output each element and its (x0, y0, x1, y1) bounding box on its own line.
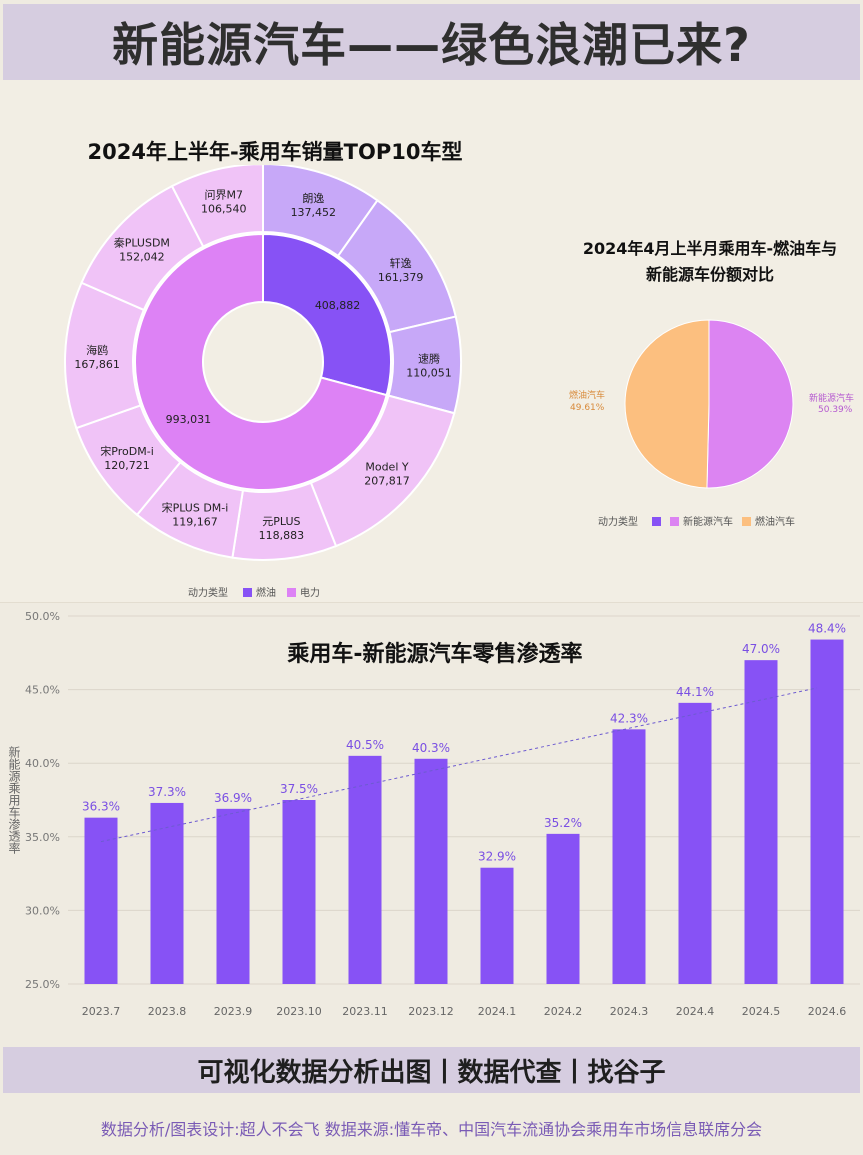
sunburst-outer-value: 120,721 (104, 459, 150, 472)
legend-swatch-electric (287, 588, 296, 597)
share-pie-label-value: 49.61% (570, 403, 605, 413)
section-divider (0, 602, 863, 603)
footer-credit: 数据分析/图表设计:超人不会飞 数据来源:懂车帝、中国汽车流通协会乘用车市场信息… (100, 1120, 763, 1139)
legend-swatch-fuel-car (742, 517, 751, 526)
trendline (100, 687, 818, 843)
sunburst-inner-value: 408,882 (315, 299, 361, 312)
sunburst-outer-name: 海鸥 (86, 343, 108, 357)
y-tick-label: 25.0% (25, 978, 60, 991)
bar-2023-9 (216, 808, 250, 984)
sunburst-legend-item: 燃油 (256, 586, 276, 599)
x-tick-label: 2023.10 (276, 1005, 322, 1018)
share-pie-legend-title: 动力类型 (598, 515, 638, 528)
x-tick-label: 2023.8 (148, 1005, 187, 1018)
sunburst-outer-name: 元PLUS (262, 515, 300, 528)
bar-2024-2 (546, 833, 580, 984)
sunburst-legend-title: 动力类型 (188, 586, 228, 599)
legend-swatch-fuel (652, 517, 661, 526)
sunburst-inner-value: 993,031 (166, 413, 212, 426)
sunburst-outer-value: 118,883 (259, 529, 305, 542)
bar-2023-7 (84, 817, 118, 984)
x-tick-label: 2023.12 (408, 1005, 454, 1018)
x-tick-label: 2023.7 (82, 1005, 121, 1018)
bar-2024-4 (678, 702, 712, 984)
bar-value-label: 42.3% (610, 711, 648, 725)
sunburst-inner-x (262, 232, 392, 397)
y-tick-label: 30.0% (25, 904, 60, 917)
sunburst-outer-value: 167,861 (74, 358, 120, 371)
bar-value-label: 36.9% (214, 791, 252, 805)
x-tick-label: 2023.9 (214, 1005, 253, 1018)
sunburst-outer-name: 朗逸 (302, 192, 324, 205)
sunburst-outer-name: 宋ProDM-i (100, 444, 153, 458)
y-tick-label: 35.0% (25, 831, 60, 844)
sunburst-outer-value: 137,452 (291, 206, 337, 219)
bar-value-label: 36.3% (82, 800, 120, 814)
page-title: 新能源汽车——绿色浪潮已来? (112, 18, 751, 72)
sunburst-outer-value: 106,540 (201, 203, 247, 216)
bar-value-label: 37.3% (148, 785, 186, 799)
bar-2023-11 (348, 755, 382, 984)
x-tick-label: 2024.1 (478, 1005, 517, 1018)
bar-value-label: 48.4% (808, 622, 846, 636)
share-pie-label-name: 燃油汽车 (569, 389, 605, 401)
sunburst-inner-x (134, 232, 388, 491)
title-banner: 新能源汽车——绿色浪潮已来? (3, 4, 860, 80)
y-axis-label: 新能源乘用车渗透率 (7, 745, 21, 854)
bar-value-label: 47.0% (742, 642, 780, 656)
share-pie-title: 2024年4月上半月乘用车-燃油车与新能源车份额对比 (582, 239, 838, 284)
sunburst-outer-name: Model Y (365, 460, 409, 473)
sunburst-title: 2024年上半年-乘用车销量TOP10车型 (87, 140, 463, 164)
y-tick-label: 45.0% (25, 684, 60, 697)
share-pie-slice-fuel (624, 319, 710, 489)
bar-2023-10 (282, 800, 316, 984)
penetration-bar-chart: 25.0% 30.0% 35.0% 40.0% 45.0% 50.0% 新能源乘用车渗透率 3… (7, 610, 860, 1018)
share-pie-legend-item: 燃油汽车 (755, 515, 795, 528)
y-tick-label: 40.0% (25, 757, 60, 770)
sunburst-outer-m7 (170, 165, 264, 248)
bar-chart-title: 乘用车-新能源汽车零售渗透率 (287, 642, 583, 667)
x-tick-label: 2024.4 (676, 1005, 715, 1018)
bar-value-label: 35.2% (544, 816, 582, 830)
sunburst-outer-name: 秦PLUSDM (114, 236, 170, 250)
bar-2024-5 (744, 660, 778, 984)
sunburst-legend-item: 电力 (300, 586, 320, 599)
share-pie-legend-item: 新能源汽车 (683, 515, 733, 528)
bar-2023-8 (150, 802, 184, 984)
x-tick-label: 2024.5 (742, 1005, 781, 1018)
sunburst-outer-value: 110,051 (406, 367, 452, 380)
bar-value-label: 40.3% (412, 741, 450, 755)
footer-slogan: 可视化数据分析出图丨数据代查丨找谷子 (197, 1057, 666, 1088)
legend-swatch-new-energy (670, 517, 679, 526)
bar-value-label: 32.9% (478, 850, 516, 864)
sunburst-outer-value: 152,042 (119, 251, 165, 264)
x-tick-label: 2023.11 (342, 1005, 388, 1018)
share-pie-label-name: 新能源汽车 (809, 392, 854, 404)
x-tick-label: 2024.2 (544, 1005, 583, 1018)
share-pie-label-value: 50.39% (818, 405, 853, 415)
bar-2024-1 (480, 867, 514, 984)
bar-value-label: 40.5% (346, 738, 384, 752)
bar-value-label: 37.5% (280, 782, 318, 796)
sunburst-outer-value: 119,167 (172, 515, 218, 528)
sunburst-outer-name: 宋PLUS DM-i (162, 500, 229, 514)
sunburst-outer-name: 问界M7 (204, 189, 243, 202)
footer-band: 可视化数据分析出图丨数据代查丨找谷子 (3, 1047, 860, 1093)
sunburst-outer-value: 207,817 (364, 474, 410, 487)
sunburst-outer-name: 轩逸 (390, 256, 412, 270)
y-tick-label: 50.0% (25, 610, 60, 623)
legend-swatch-fuel (243, 588, 252, 597)
bar-2024-3 (612, 729, 646, 984)
sunburst-outer-name: 速腾 (418, 352, 440, 366)
share-pie-slice-new-energy (706, 319, 794, 489)
bar-2024-6 (810, 639, 844, 984)
bar-value-label: 44.1% (676, 685, 714, 699)
x-tick-label: 2024.3 (610, 1005, 649, 1018)
x-tick-label: 2024.6 (808, 1005, 847, 1018)
sunburst-outer-value: 161,379 (378, 271, 424, 284)
bar-2023-12 (414, 758, 448, 984)
